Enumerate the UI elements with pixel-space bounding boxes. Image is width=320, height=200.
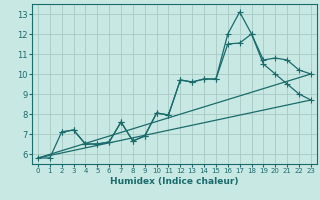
- X-axis label: Humidex (Indice chaleur): Humidex (Indice chaleur): [110, 177, 239, 186]
